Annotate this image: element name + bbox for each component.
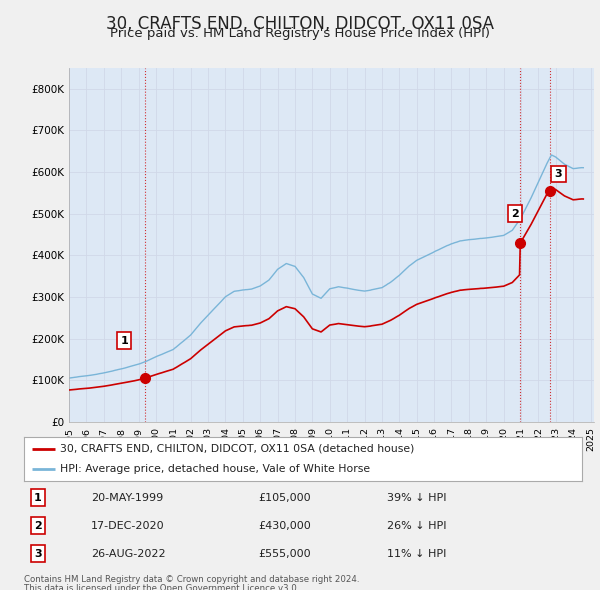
Text: 3: 3 [34,549,42,559]
Text: 2: 2 [511,209,519,219]
Text: 17-DEC-2020: 17-DEC-2020 [91,521,164,530]
Text: 20-MAY-1999: 20-MAY-1999 [91,493,163,503]
Text: 26% ↓ HPI: 26% ↓ HPI [387,521,446,530]
Text: 1: 1 [34,493,42,503]
Text: 3: 3 [554,169,562,179]
Text: £105,000: £105,000 [259,493,311,503]
Text: 1: 1 [121,336,128,346]
Text: £555,000: £555,000 [259,549,311,559]
Text: 30, CRAFTS END, CHILTON, DIDCOT, OX11 0SA: 30, CRAFTS END, CHILTON, DIDCOT, OX11 0S… [106,15,494,33]
Text: 2: 2 [34,521,42,530]
Text: 11% ↓ HPI: 11% ↓ HPI [387,549,446,559]
Text: This data is licensed under the Open Government Licence v3.0.: This data is licensed under the Open Gov… [24,584,299,590]
Text: 30, CRAFTS END, CHILTON, DIDCOT, OX11 0SA (detached house): 30, CRAFTS END, CHILTON, DIDCOT, OX11 0S… [60,444,415,454]
Text: HPI: Average price, detached house, Vale of White Horse: HPI: Average price, detached house, Vale… [60,464,370,474]
Text: £430,000: £430,000 [259,521,311,530]
Text: 39% ↓ HPI: 39% ↓ HPI [387,493,446,503]
Text: Contains HM Land Registry data © Crown copyright and database right 2024.: Contains HM Land Registry data © Crown c… [24,575,359,584]
Text: 26-AUG-2022: 26-AUG-2022 [91,549,166,559]
Text: Price paid vs. HM Land Registry's House Price Index (HPI): Price paid vs. HM Land Registry's House … [110,27,490,40]
